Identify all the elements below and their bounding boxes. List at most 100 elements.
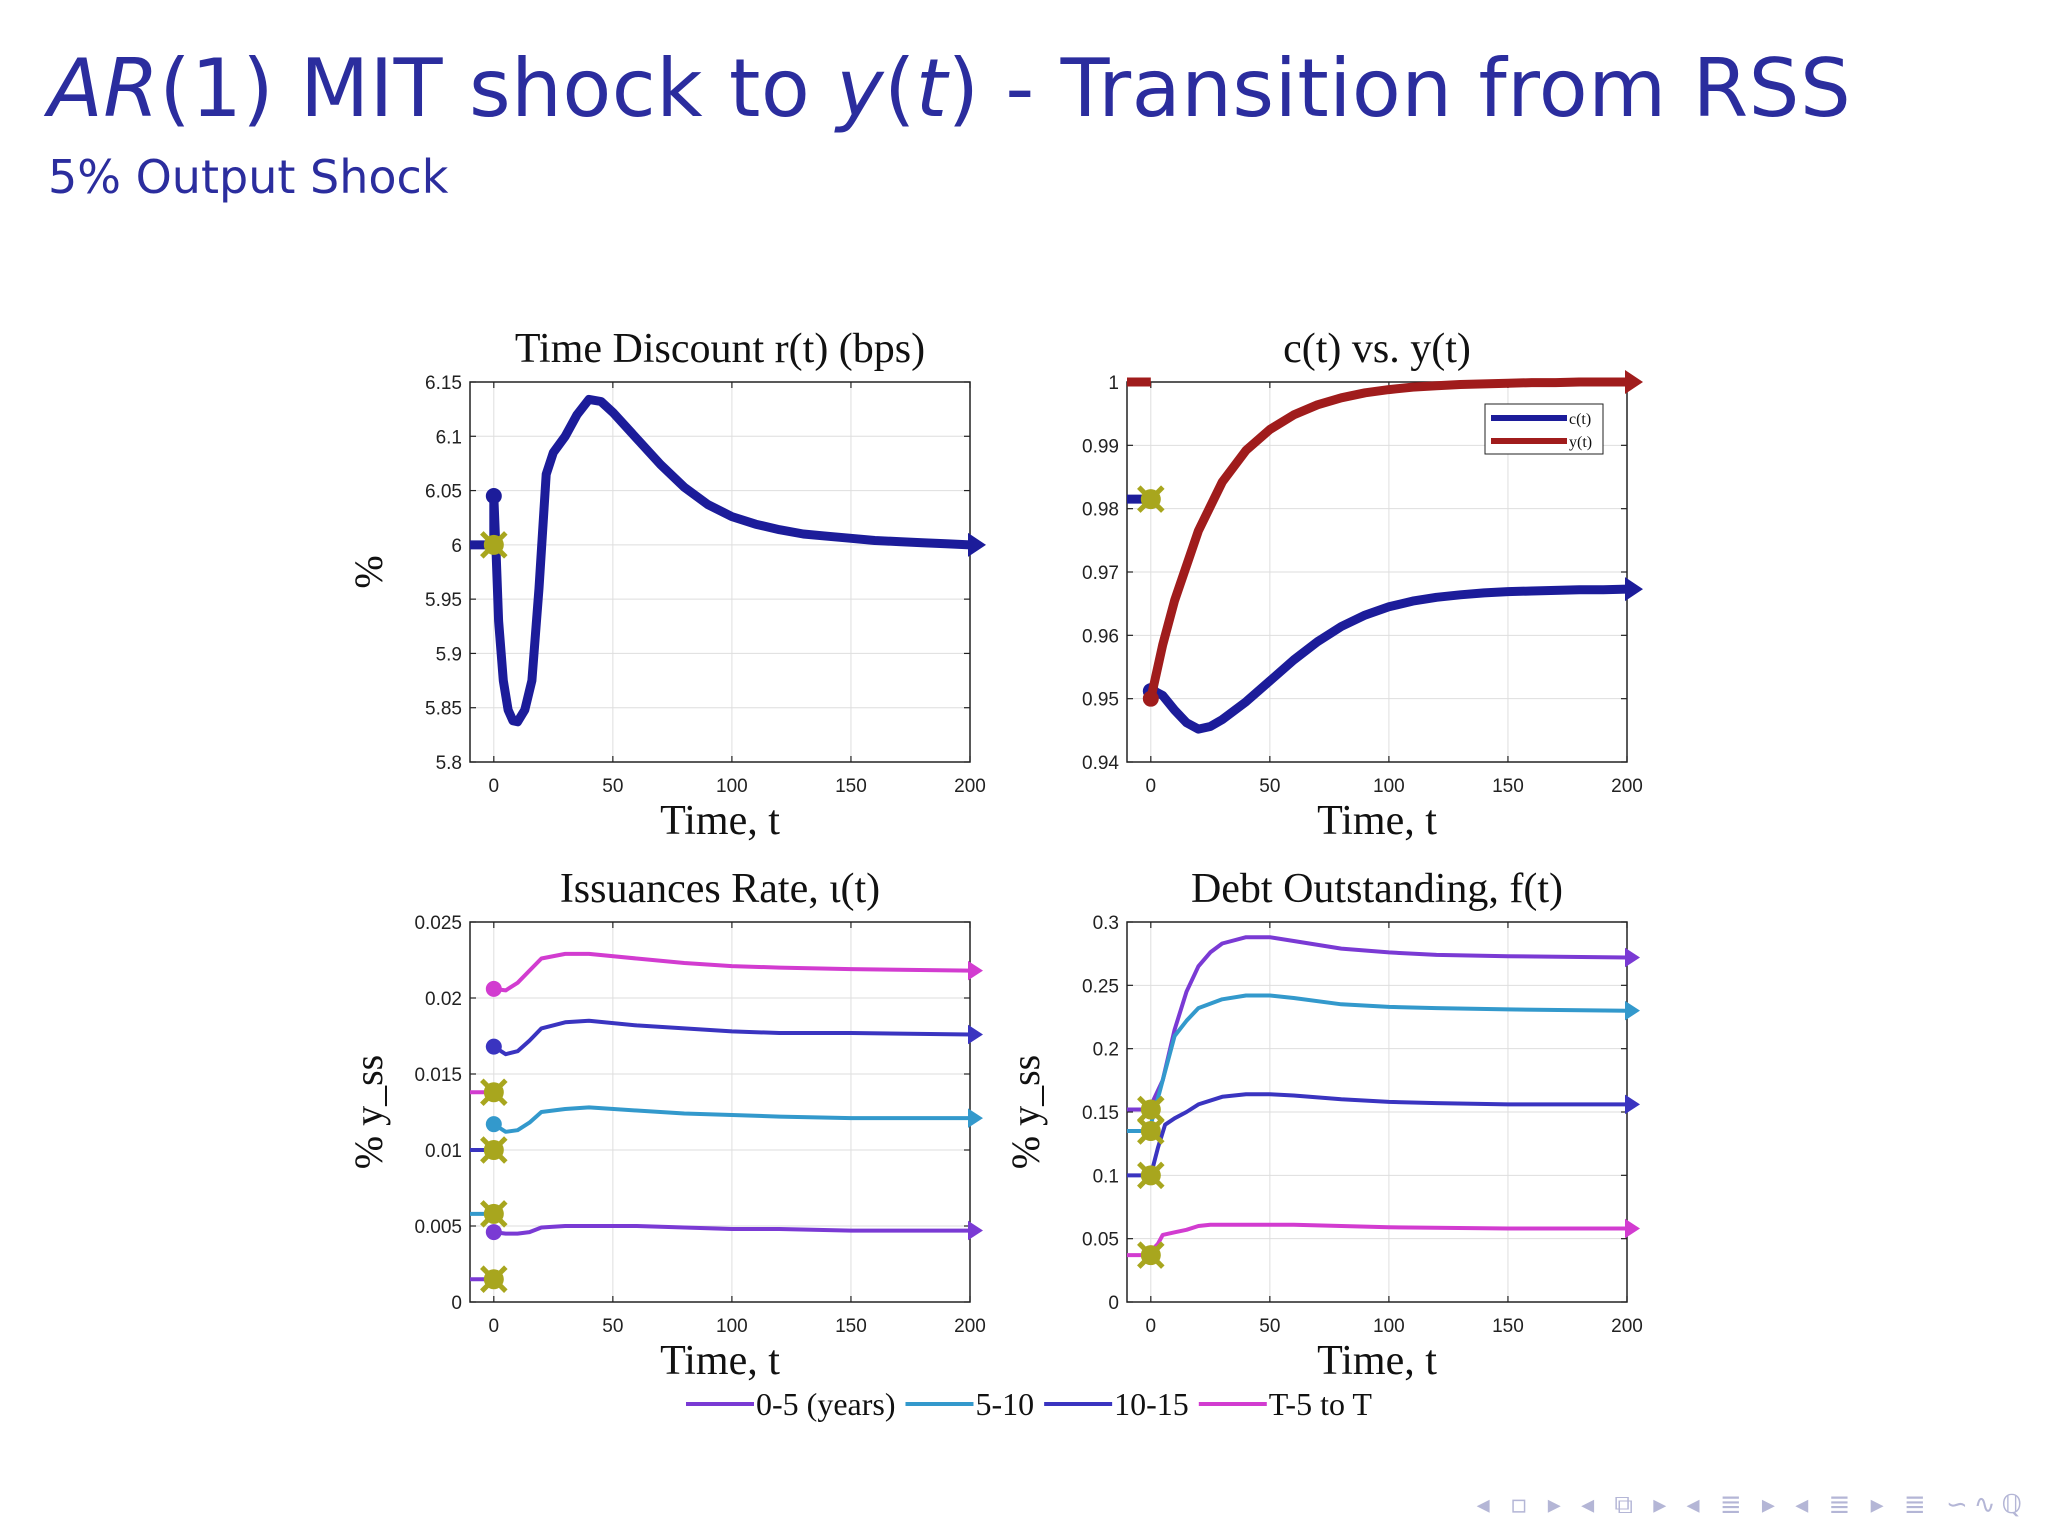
y-tick-label: 5.9 xyxy=(436,644,462,665)
x-tick-label: 50 xyxy=(602,776,623,797)
title-mid: (1) MIT shock to xyxy=(159,42,837,135)
series-end-arrow xyxy=(968,532,986,557)
y-tick-label: 5.8 xyxy=(436,753,462,774)
x-tick-label: 0 xyxy=(1146,776,1157,797)
x-axis-label: Time, t xyxy=(660,1338,780,1384)
series-end-arrow xyxy=(1625,947,1640,968)
y-axis-label: % xyxy=(346,555,391,588)
x-tick-label: 200 xyxy=(1611,1316,1643,1337)
series-end-arrow xyxy=(968,1220,983,1241)
y-tick-label: 0 xyxy=(451,1293,462,1314)
x-tick-label: 50 xyxy=(1259,776,1280,797)
start-marker xyxy=(1142,690,1159,707)
x-tick-label: 0 xyxy=(489,776,500,797)
y-tick-label: 1 xyxy=(1108,373,1119,394)
chart-title: c(t) vs. y(t) xyxy=(1283,326,1471,372)
series-line-c(t) xyxy=(1146,584,1632,734)
bottom-legend-label: T-5 to T xyxy=(1269,1386,1373,1422)
bottom-legend-label: 10-15 xyxy=(1114,1386,1189,1422)
y-tick-label: 0.15 xyxy=(1082,1103,1119,1124)
series-end-arrow xyxy=(968,1108,983,1128)
y-tick-label: 0.3 xyxy=(1093,913,1119,934)
chart-title: Time Discount r(t) (bps) xyxy=(515,326,925,372)
title-suffix: - Transition from RSS xyxy=(979,42,1852,135)
y-tick-label: 0 xyxy=(1108,1293,1119,1314)
title-y: y xyxy=(836,42,885,135)
y-tick-label: 5.95 xyxy=(425,590,462,611)
x-axis-label: Time, t xyxy=(1317,1338,1437,1384)
x-tick-label: 150 xyxy=(835,776,867,797)
y-tick-label: 0.25 xyxy=(1082,976,1119,997)
y-tick-label: 6.1 xyxy=(436,427,462,448)
series-end-arrow xyxy=(1625,577,1643,602)
legend-label: y(t) xyxy=(1569,434,1592,451)
title-paren-close: ) xyxy=(947,42,980,135)
series-end-arrow xyxy=(968,960,983,981)
series-line-0-5 (years) xyxy=(491,1224,972,1236)
x-tick-label: 150 xyxy=(1492,1316,1524,1337)
y-tick-label: 0.2 xyxy=(1093,1040,1119,1061)
legend-box xyxy=(1484,403,1604,455)
x-tick-label: 50 xyxy=(1259,1316,1280,1337)
y-tick-label: 0.94 xyxy=(1082,753,1119,774)
chart-legend: c(t) y(t) xyxy=(1484,403,1604,455)
start-marker xyxy=(485,1224,502,1241)
steady-state-marker-cross xyxy=(1137,1241,1165,1269)
start-marker xyxy=(485,1116,502,1133)
y-tick-label: 6.05 xyxy=(425,482,462,503)
x-tick-label: 100 xyxy=(1373,1316,1405,1337)
chart-title: Debt Outstanding, f(t) xyxy=(1191,866,1563,912)
y-axis-label: % y_ss xyxy=(1003,1055,1048,1169)
y-tick-label: 6.15 xyxy=(425,373,462,394)
chart-panel-3: 0 50 100 150 200 0 0.005 0.01 0.015 0.02 0.025 Issu… xyxy=(346,866,986,1384)
legend-label: c(t) xyxy=(1569,411,1591,428)
y-tick-label: 5.85 xyxy=(425,699,462,720)
series-line-10-15 xyxy=(491,1018,972,1057)
series-end-arrow xyxy=(1625,1094,1640,1115)
series-end-arrow xyxy=(1625,1000,1640,1021)
title-t: t xyxy=(915,42,948,135)
y-tick-label: 0.01 xyxy=(425,1141,462,1162)
steady-state-marker-cross xyxy=(1137,1095,1165,1124)
y-tick-label: 0.02 xyxy=(425,989,462,1010)
bottom-legend-label: 5-10 xyxy=(975,1386,1034,1422)
chart-title: Issuances Rate, ι(t) xyxy=(560,866,880,912)
series-line-5-10 xyxy=(491,1105,972,1134)
steady-state-marker-cross xyxy=(1137,485,1165,513)
title-paren-open: ( xyxy=(884,42,916,135)
steady-state-marker-cross xyxy=(480,531,508,559)
chart-panel-4: 0 50 100 150 200 0 0.05 0.1 0.15 0.2 0.25 0.3 Debt O… xyxy=(1003,866,1643,1384)
steady-state-marker-cross xyxy=(480,1078,508,1107)
y-tick-label: 0.015 xyxy=(414,1065,462,1086)
y-tick-label: 0.025 xyxy=(414,913,462,934)
series-line-r xyxy=(489,394,975,727)
start-marker xyxy=(485,488,502,504)
series-line-10-15 xyxy=(1148,1092,1629,1178)
y-tick-label: 6 xyxy=(451,536,462,557)
y-tick-label: 0.05 xyxy=(1082,1230,1119,1251)
x-tick-label: 100 xyxy=(716,776,748,797)
y-tick-label: 0.95 xyxy=(1082,690,1119,711)
x-tick-label: 100 xyxy=(1373,776,1405,797)
steady-state-marker-cross xyxy=(480,1200,508,1228)
series-end-arrow xyxy=(1625,370,1643,394)
steady-state-marker-cross xyxy=(1137,1161,1165,1190)
chart-panel-2: 0 50 100 150 200 0.94 0.95 0.96 0.97 0.98 0.99 1 c(t… xyxy=(1082,326,1643,844)
series-line-5-10 xyxy=(1148,993,1629,1127)
bottom-legend-label: 0-5 (years) xyxy=(756,1386,895,1422)
bottom-legend: 0-5 (years) 5-10 10-15 T-5 to T xyxy=(686,1386,1372,1422)
x-tick-label: 150 xyxy=(835,1316,867,1337)
y-axis-label: % y_ss xyxy=(346,1055,391,1169)
y-tick-label: 0.005 xyxy=(414,1217,462,1238)
steady-state-marker-cross xyxy=(480,1265,508,1293)
slide-title: AR(1) MIT shock to y(t) - Transition fro… xyxy=(48,42,1851,135)
y-tick-label: 0.96 xyxy=(1082,626,1119,647)
x-tick-label: 50 xyxy=(602,1316,623,1337)
title-ar: AR xyxy=(48,42,160,135)
y-tick-label: 0.1 xyxy=(1093,1166,1119,1187)
steady-state-marker-cross xyxy=(1137,1117,1165,1145)
steady-state-marker-cross xyxy=(480,1136,508,1164)
start-marker xyxy=(485,980,502,997)
beamer-navigation-bar[interactable]: ◂ ▫ ▸ ◂ ⧉ ▸ ◂ ≣ ▸ ◂ ≣ ▸ ≣ ∽∿ℚ xyxy=(1476,1490,2028,1520)
